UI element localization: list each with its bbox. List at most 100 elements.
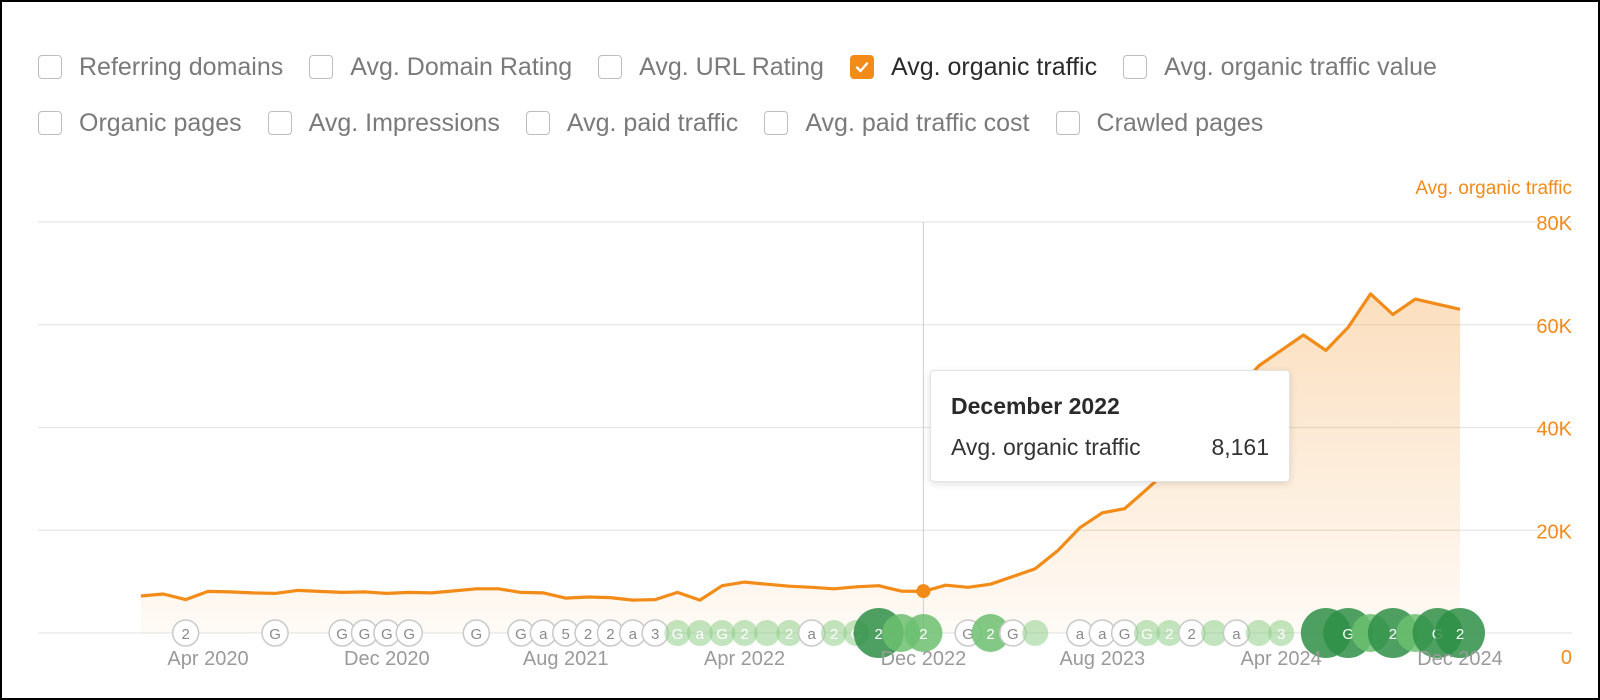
- event-marker-label: G: [403, 626, 415, 643]
- event-marker[interactable]: G: [462, 619, 491, 647]
- filter-organic-pages[interactable]: Organic pages: [38, 109, 242, 138]
- filter-avg-paid-traffic[interactable]: Avg. paid traffic: [525, 109, 738, 138]
- event-marker-label: G: [470, 626, 482, 643]
- filter-avg-url-rating[interactable]: Avg. URL Rating: [598, 53, 824, 82]
- event-marker-dot: [709, 620, 736, 646]
- tooltip-row: Avg. organic traffic 8,161: [951, 434, 1269, 461]
- event-marker[interactable]: G: [1110, 619, 1139, 647]
- event-marker-label: G: [672, 626, 684, 643]
- event-marker-label: 3: [651, 626, 659, 643]
- event-marker[interactable]: 3: [641, 619, 669, 647]
- event-marker-label: 5: [562, 626, 570, 643]
- event-marker[interactable]: G: [1134, 620, 1160, 646]
- y-tick-label: 40K: [1536, 419, 1572, 441]
- filter-avg-organic-traffic[interactable]: Avg. organic traffic: [849, 53, 1097, 82]
- checkbox[interactable]: [267, 111, 292, 135]
- event-marker[interactable]: [753, 620, 780, 646]
- event-marker-label: 2: [584, 626, 592, 643]
- event-marker[interactable]: 2: [1435, 608, 1485, 658]
- check-icon: [855, 62, 869, 73]
- event-marker-dot: [462, 619, 491, 647]
- event-marker[interactable]: [1022, 620, 1049, 646]
- checkbox[interactable]: [598, 55, 623, 79]
- checkbox[interactable]: [38, 111, 62, 135]
- x-axis-ticks: Apr 2020 Dec 2020 Aug 2021 Apr 2022 Dec 2022…: [167, 648, 1502, 670]
- filter-avg-paid-traffic-cost[interactable]: Avg. paid traffic cost: [764, 109, 1030, 138]
- event-marker[interactable]: 2: [776, 620, 803, 646]
- event-marker-dot: [261, 619, 289, 647]
- x-tick-label: Apr 2022: [704, 648, 785, 670]
- event-marker-dot: [731, 620, 758, 646]
- checkbox[interactable]: [1123, 55, 1148, 79]
- event-marker-dot: [971, 614, 1010, 652]
- event-marker-label: a: [1098, 626, 1107, 643]
- event-marker[interactable]: 2: [731, 620, 758, 646]
- event-marker-dot: [753, 620, 780, 646]
- event-marker[interactable]: G: [709, 620, 736, 646]
- x-tick-label: Aug 2021: [523, 648, 609, 670]
- event-marker-label: 2: [785, 626, 793, 643]
- event-marker-label: a: [629, 626, 638, 643]
- filter-row-1: Referring domains Avg. Domain Rating Avg. …: [38, 52, 1578, 82]
- event-marker[interactable]: [1245, 620, 1272, 646]
- filter-crawled-pages[interactable]: Crawled pages: [1055, 108, 1264, 138]
- event-marker-dot: [904, 614, 943, 652]
- event-marker-dot: [1435, 608, 1485, 658]
- event-marker[interactable]: 2: [904, 614, 943, 652]
- event-marker-dot: [664, 620, 691, 646]
- event-marker[interactable]: 2: [1156, 620, 1183, 646]
- x-tick-label: Dec 2024: [1417, 648, 1503, 670]
- x-tick-label: Dec 2020: [344, 648, 430, 670]
- event-marker[interactable]: 2: [821, 620, 847, 646]
- event-marker-label: 2: [1165, 626, 1173, 643]
- event-marker-dot: [1268, 620, 1295, 646]
- event-marker-dot: [776, 620, 803, 646]
- x-tick-label: Aug 2023: [1059, 648, 1145, 670]
- event-marker-dot: [395, 619, 423, 647]
- y-tick-label: 0: [1561, 647, 1572, 669]
- event-marker[interactable]: a: [1222, 619, 1251, 647]
- checkbox[interactable]: [849, 55, 874, 79]
- event-marker[interactable]: G: [999, 619, 1027, 647]
- event-marker[interactable]: G: [664, 620, 691, 646]
- event-marker[interactable]: 2: [171, 619, 200, 647]
- event-marker-label: 2: [986, 626, 994, 643]
- event-marker[interactable]: 2: [971, 614, 1010, 652]
- event-marker[interactable]: a: [686, 620, 713, 646]
- filter-avg-domain-rating[interactable]: Avg. Domain Rating: [309, 53, 572, 82]
- event-marker-dot: [1245, 620, 1272, 646]
- y-tick-label: 20K: [1536, 521, 1572, 543]
- metric-filters: Referring domains Avg. Domain Rating Avg. …: [38, 52, 1578, 164]
- event-marker-dot: [171, 619, 200, 647]
- checkbox[interactable]: [38, 55, 62, 79]
- x-tick-label: Apr 2020: [167, 648, 248, 670]
- y-tick-label: 80K: [1536, 213, 1572, 235]
- event-marker[interactable]: G: [395, 619, 423, 647]
- checkbox[interactable]: [525, 111, 550, 135]
- filter-avg-organic-traffic-value[interactable]: Avg. organic traffic value: [1123, 53, 1437, 82]
- event-marker-dot: [1022, 620, 1049, 646]
- event-marker-label: G: [962, 626, 974, 643]
- checkbox[interactable]: [309, 55, 334, 79]
- event-marker-dot: [1156, 620, 1183, 646]
- checkbox[interactable]: [1055, 111, 1080, 135]
- filter-avg-impressions[interactable]: Avg. Impressions: [267, 109, 500, 138]
- event-marker-dot: [686, 620, 713, 646]
- event-marker[interactable]: 2: [1177, 619, 1206, 647]
- event-marker-label: G: [1007, 626, 1019, 643]
- event-marker-label: G: [336, 626, 348, 643]
- event-marker-label: G: [1141, 626, 1153, 643]
- event-marker[interactable]: a: [797, 619, 826, 647]
- event-marker[interactable]: 3: [1268, 620, 1295, 646]
- event-marker[interactable]: G: [261, 619, 289, 647]
- annotation-markers: 2GGGGGGGa522a3GaG22a2G22G2GaaGG22a3G2G2: [171, 608, 1485, 658]
- event-marker[interactable]: [1201, 620, 1228, 646]
- filter-referring-domains[interactable]: Referring domains: [38, 53, 283, 82]
- checkbox[interactable]: [764, 111, 789, 135]
- filter-label: Crawled pages: [1096, 108, 1264, 137]
- highlight-point[interactable]: [916, 584, 931, 599]
- event-marker-dot: [1201, 620, 1228, 646]
- event-marker-label: a: [807, 626, 816, 643]
- filter-label: Organic pages: [79, 108, 242, 137]
